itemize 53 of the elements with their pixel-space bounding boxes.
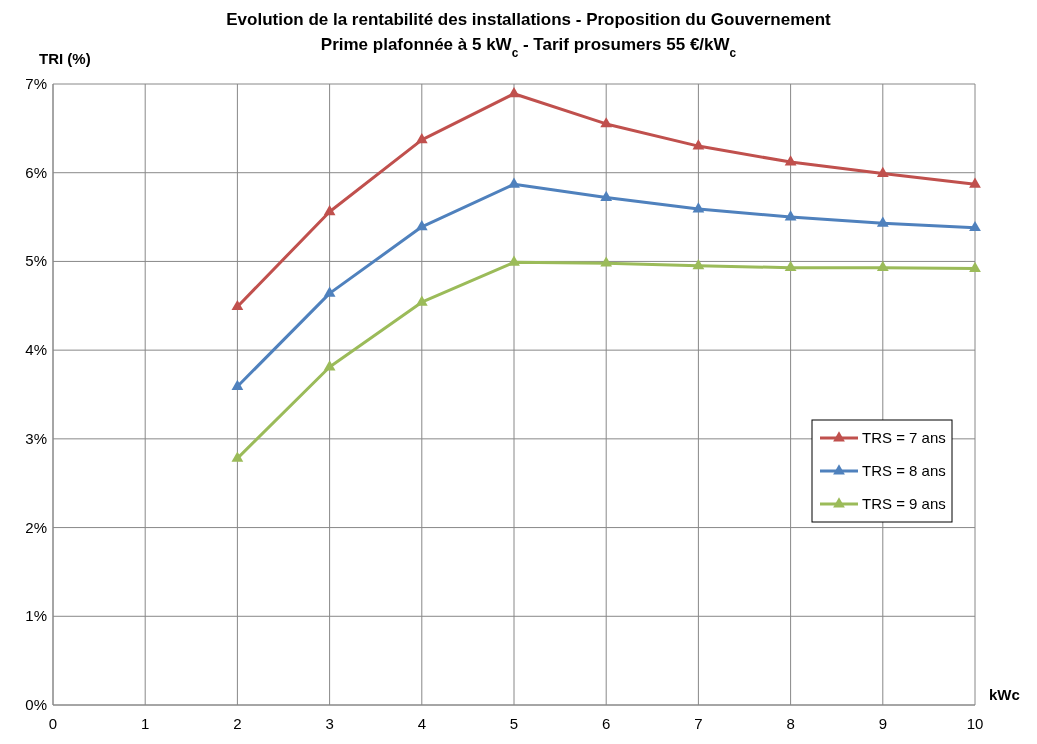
point xyxy=(692,259,705,270)
legend-label: TRS = 7 ans xyxy=(862,429,946,446)
chart-title: Evolution de la rentabilité des installations - Proposition du Gouvernement xyxy=(226,10,832,29)
x-tick-label: 3 xyxy=(325,715,334,732)
y-tick-label: 5% xyxy=(25,252,47,270)
legend-label: TRS = 9 ans xyxy=(862,495,946,512)
y-tick-label: 3% xyxy=(25,429,47,447)
y-tick-label: 0% xyxy=(25,696,47,713)
point xyxy=(876,260,889,272)
x-tick-label: 8 xyxy=(786,715,795,732)
point xyxy=(231,299,244,311)
point xyxy=(415,220,428,231)
point xyxy=(508,177,520,188)
x-tick-label: 1 xyxy=(141,715,150,732)
point xyxy=(508,255,520,266)
point xyxy=(415,295,428,306)
point xyxy=(969,220,981,232)
y-tick-label: 1% xyxy=(25,607,47,625)
x-tick-label: 9 xyxy=(878,715,887,732)
point xyxy=(600,117,613,128)
point xyxy=(876,216,889,227)
x-tick-label: 10 xyxy=(966,715,984,732)
point xyxy=(692,139,705,150)
point xyxy=(231,379,244,390)
x-tick-label: 4 xyxy=(417,715,426,732)
y-tick-label: 6% xyxy=(25,163,47,181)
legend-label: TRS = 8 ans xyxy=(862,462,946,479)
point xyxy=(600,190,613,201)
point xyxy=(600,256,613,267)
point xyxy=(969,261,981,272)
y-axis-title: TRI (%) xyxy=(39,50,91,67)
x-tick-label: 5 xyxy=(509,715,519,732)
point xyxy=(784,260,797,272)
x-axis-title: kWc xyxy=(989,686,1020,703)
y-tick-label: 2% xyxy=(25,518,47,536)
x-tick-label: 7 xyxy=(694,715,703,732)
x-tick-label: 6 xyxy=(602,715,611,732)
point xyxy=(231,451,244,462)
point xyxy=(876,166,889,177)
y-tick-label: 4% xyxy=(25,341,47,359)
point xyxy=(692,202,705,213)
point xyxy=(784,210,797,221)
y-tick-label: 7% xyxy=(25,75,47,92)
x-tick-label: 0 xyxy=(48,715,58,732)
x-tick-label: 2 xyxy=(233,715,242,732)
chart-subtitle: Prime plafonnée à 5 kW$_{c}$ - Tarif prosumers 55 €/kW$_{c}$ xyxy=(320,35,737,60)
point xyxy=(323,204,336,216)
point xyxy=(784,155,797,166)
point xyxy=(969,177,981,188)
point xyxy=(323,286,336,297)
point xyxy=(323,360,336,371)
point xyxy=(508,86,520,98)
point xyxy=(415,133,428,144)
